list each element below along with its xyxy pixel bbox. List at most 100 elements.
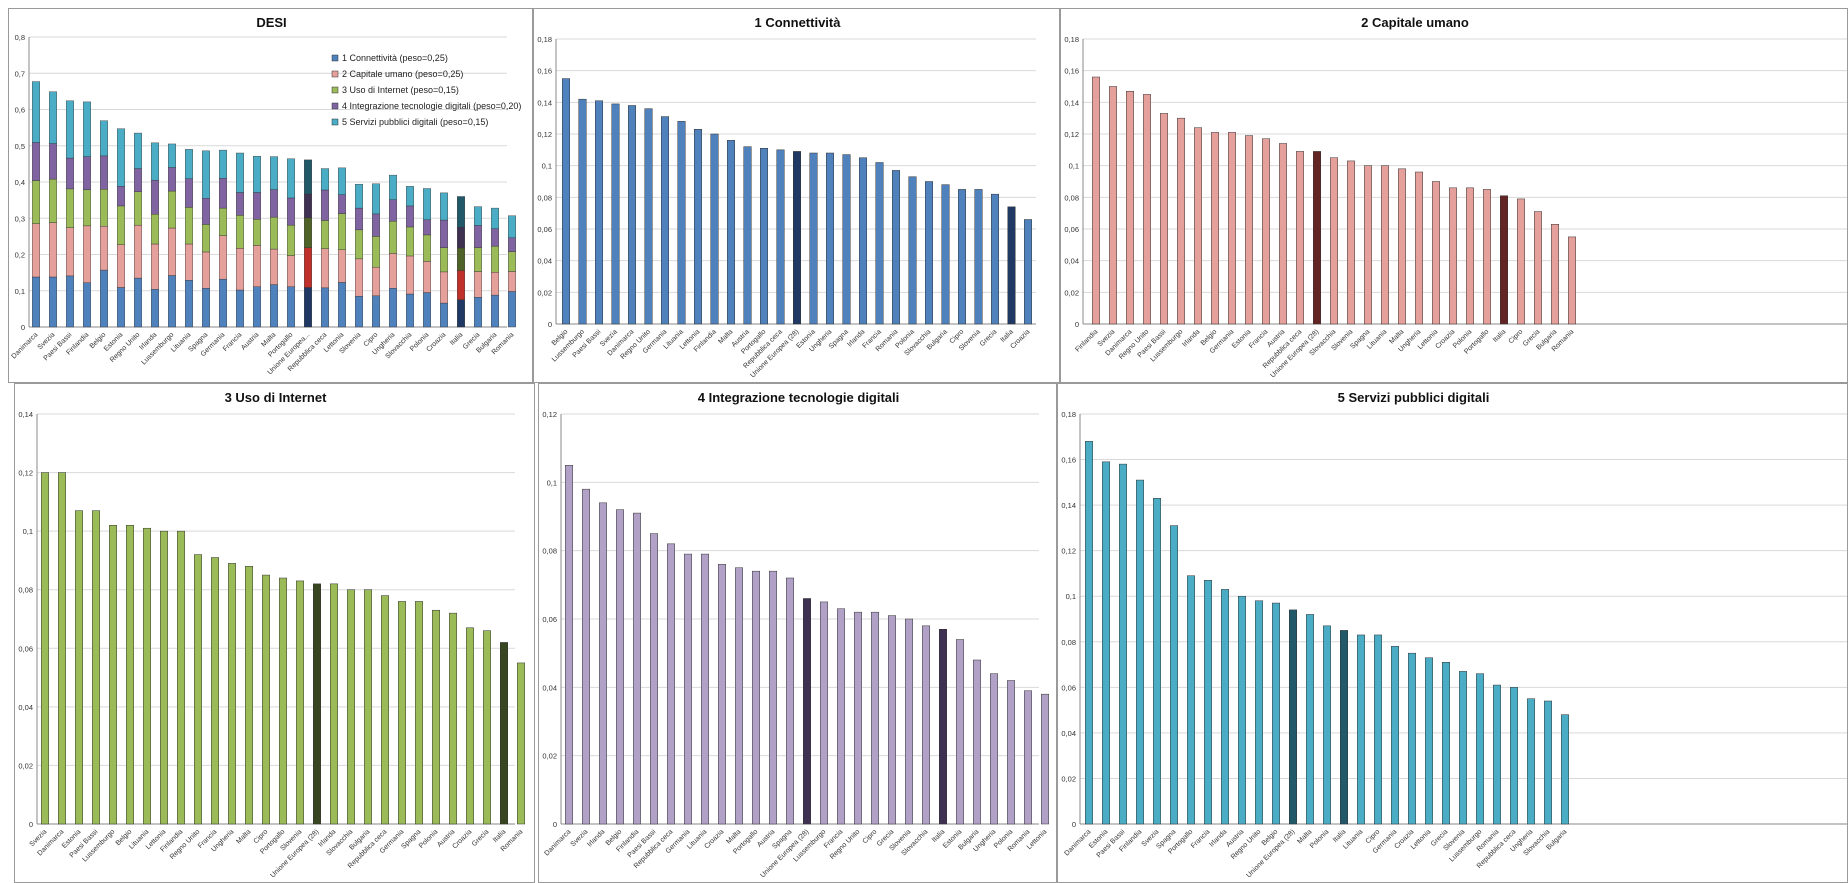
bar-segment-estonia-s1 [117,287,125,328]
bar-svezia [1109,86,1117,325]
legend-label: 3 Uso di Internet (peso=0,15) [342,85,459,95]
bar-segment-spagna-s2 [202,251,210,289]
bar-lituania [143,527,151,825]
bar-danimarca [1085,441,1093,825]
y-tick-label: 0,08 [1064,193,1079,202]
bar-segment-grecia-s4 [474,225,482,248]
bar-italia [500,642,508,825]
bar-segment-portogallo-s3 [287,224,295,256]
connettivita-bar-chart: 1 Connettività 0 0,02 0,04 0,06 0,08 0,1 0,12 0,… [537,15,1036,379]
y-tick-label: 0,1 [1066,592,1076,601]
bar-finlandia [1092,76,1100,325]
bar-portogallo [279,577,287,825]
bar-malta [1306,614,1314,825]
bar-segment-slovacchia-s3 [406,226,414,257]
bar-cipro [262,574,270,825]
y-tick-label: 0,1 [1069,162,1079,171]
bar-romania [1024,690,1032,825]
bar-paesi-bassi [595,100,603,325]
bar-grecia [991,193,999,325]
bar-finlandia [633,512,641,825]
bar-segment-bulgaria-s4 [491,228,499,247]
y-tick-label: 0,02 [1064,288,1079,297]
y-tick-label: 0,02 [537,288,552,297]
bar-segment-francia-s4 [236,192,244,216]
x-tick-label: Austria [240,331,260,351]
desi-stacked-chart: DESI00,10,20,30,40,50,60,70,8DanimarcaSv… [11,15,522,376]
bar-segment-slovenia-s5 [355,183,363,209]
y-tick-label: 0,12 [542,410,557,419]
bar-segment-finlandia-s1 [83,282,91,328]
bar-irlanda [599,502,607,825]
servizi-pubblici-bar-chart: 5 Servizi pubblici digitali 0 0,02 0,04 0,06… [1061,390,1847,879]
bar-segment-repubblica-ceca-s4 [321,189,329,221]
bar-segment-italia-s3 [457,247,465,271]
bar-austria [1238,595,1246,825]
bar-unione-europea-28 [803,598,811,825]
bar-segment-romania-s4 [508,237,516,252]
bar-segment-croazia-s1 [440,302,448,328]
y-tick-label: 0,16 [537,67,552,76]
y-tick-label: 0,06 [18,644,33,653]
bar-grecia [1534,211,1542,325]
legend-swatch [331,54,339,62]
bar-segment-paesi-bassi-s5 [66,100,74,159]
bar-segment-bulgaria-s3 [491,245,499,273]
bar-segment-germania-s2 [219,235,227,280]
bar-unione-europea-28 [1313,151,1321,325]
bar-segment-slovenia-s3 [355,229,363,260]
bar-segment-regno-unito-s2 [134,224,142,279]
bar-segment-germania-s1 [219,278,227,328]
bar-segment-repubblica-ceca-s1 [321,287,329,328]
bar-segment-malta-s1 [270,284,278,328]
bar-slovenia [1347,160,1355,325]
bar-segment-malta-s4 [270,189,278,218]
bar-segment-austria-s3 [253,219,261,246]
bar-segment-portogallo-s2 [287,255,295,287]
bar-segment-italia-s1 [457,299,465,328]
bar-estonia [1245,135,1253,325]
bar-segment-svezia-s3 [49,178,57,223]
bar-segment-unione-europea-s2 [304,247,312,288]
bar-segment-malta-s5 [270,156,278,190]
y-tick-label: 0,04 [537,257,552,266]
bar-segment-unione-europea-s5 [304,159,312,195]
bar-segment-croazia-s4 [440,219,448,248]
x-tick-label: Croazia [425,331,447,353]
bar-italia [1340,630,1348,825]
y-tick-label: 0,12 [1064,130,1079,139]
bar-lussemburgo [1476,673,1484,825]
integrazione-bar-chart: 4 Integrazione tecnologie digitali 0 0,02 0… [542,390,1049,879]
x-tick-label: Croazia [703,828,725,850]
bar-segment-paesi-bassi-s4 [66,157,74,190]
bar-segment-lituania-s1 [185,280,193,328]
bar-croazia [1449,187,1457,325]
bar-segment-romania-s5 [508,215,516,239]
bar-segment-lettonia-s4 [338,194,346,214]
y-tick-label: 0,8 [15,33,25,42]
bar-segment-paesi-bassi-s2 [66,227,74,277]
bar-segment-slovacchia-s5 [406,186,414,207]
bar-segment-lussemburgo-s2 [168,227,176,276]
y-tick-label: 0,06 [1064,225,1079,234]
bar-grecia [483,630,491,825]
bar-segment-irlanda-s2 [151,243,159,290]
bar-segment-polonia-s1 [423,292,431,328]
bar-belgio [1272,602,1280,825]
bar-polonia [1007,680,1015,825]
bar-lituania [1381,165,1389,325]
bar-germania [1391,646,1399,825]
bar-segment-lussemburgo-s4 [168,167,176,192]
bar-belgio [562,78,570,325]
bar-segment-slovenia-s4 [355,207,363,231]
bar-segment-grecia-s2 [474,271,482,298]
bar-segment-lettonia-s5 [338,167,346,195]
bar-segment-francia-s5 [236,152,244,193]
chart-title: 4 Integrazione tecnologie digitali [698,390,900,405]
bar-segment-spagna-s5 [202,150,210,199]
bar-repubblica-ceca [1510,687,1518,825]
y-tick-label: 0,3 [15,214,25,223]
y-tick-label: 0,14 [537,98,552,107]
bar-segment-regno-unito-s3 [134,191,142,226]
y-tick-label: 0,06 [542,615,557,624]
